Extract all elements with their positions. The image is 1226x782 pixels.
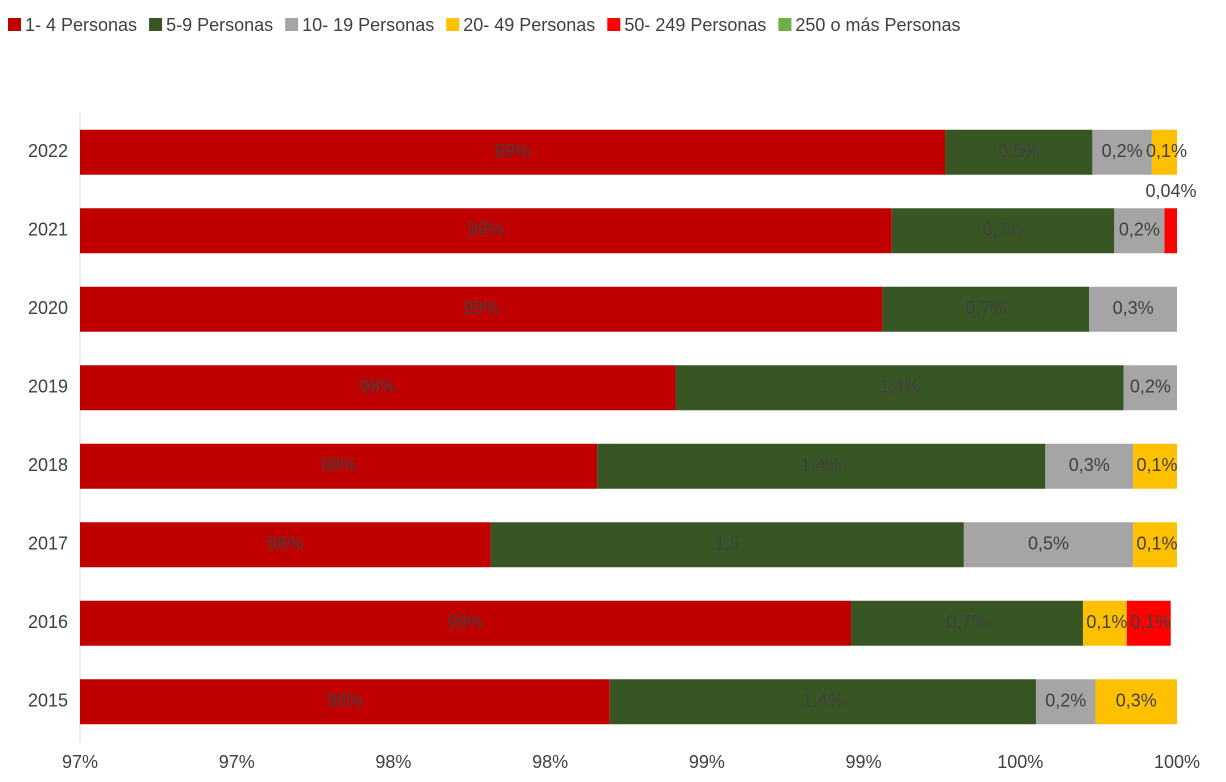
bar-segment: [963, 522, 1134, 568]
bar-segment: [80, 600, 852, 646]
legend-swatch: [446, 18, 460, 31]
data-label: 1,4%: [879, 377, 920, 397]
legend-swatch: [285, 18, 299, 31]
legend-label: 1- 4 Personas: [25, 15, 137, 35]
x-tick-label: 97%: [62, 752, 98, 772]
data-label: 0,3%: [1116, 691, 1157, 711]
bar-segment: [80, 286, 883, 332]
bar-segment: [851, 600, 1083, 646]
data-label: 0,7%: [946, 612, 987, 632]
data-label: 0,1%: [1146, 141, 1187, 161]
x-tick-label: 99%: [689, 752, 725, 772]
data-label: 0,2%: [1119, 220, 1160, 240]
data-label: 0,1%: [1137, 534, 1178, 554]
bar-segment: [1082, 600, 1127, 646]
y-tick-label: 2021: [28, 220, 68, 240]
x-tick-label: 100%: [1154, 752, 1200, 772]
legend-swatch: [778, 18, 792, 31]
legend-label: 50- 249 Personas: [624, 15, 766, 35]
legend-label: 5-9 Personas: [166, 15, 273, 35]
bar-segment: [1164, 208, 1177, 254]
bar-segment: [1045, 443, 1134, 489]
bar-segment: [1133, 522, 1177, 568]
data-label: 98%: [267, 534, 303, 554]
data-label: 0,04%: [1145, 181, 1196, 201]
bar-segment: [1123, 365, 1177, 411]
bar-segment: [1133, 443, 1177, 489]
legend-label: 250 o más Personas: [795, 15, 960, 35]
bar-segment: [1095, 679, 1177, 725]
y-tick-label: 2015: [28, 691, 68, 711]
data-label: 99%: [468, 220, 504, 240]
bar-segment: [1151, 129, 1177, 175]
y-tick-label: 2019: [28, 377, 68, 397]
legend-swatch: [607, 18, 621, 31]
y-tick-label: 2017: [28, 534, 68, 554]
data-label: 98%: [327, 691, 363, 711]
bar-segment: [882, 286, 1090, 332]
x-tick-label: 98%: [375, 752, 411, 772]
data-label: 99%: [463, 298, 499, 318]
data-label: 0,3%: [1113, 298, 1154, 318]
bar-segment: [80, 679, 610, 725]
bar-segment: [80, 522, 491, 568]
bar-segment: [891, 208, 1115, 254]
legend-label: 20- 49 Personas: [463, 15, 595, 35]
bar-segment: [80, 443, 598, 489]
data-label: 0,1%: [1086, 612, 1127, 632]
legend-swatch: [149, 18, 163, 31]
y-tick-label: 2016: [28, 612, 68, 632]
data-label: 0,2%: [1130, 377, 1171, 397]
bar-segment: [1092, 129, 1152, 175]
data-label: 0,1%: [1137, 455, 1178, 475]
bar-segment: [80, 129, 946, 175]
bar-segment: [80, 208, 892, 254]
data-label: 99%: [448, 612, 484, 632]
bar-segment: [597, 443, 1046, 489]
data-label: 0,5%: [1028, 534, 1069, 554]
legend-swatch: [8, 18, 21, 31]
data-label: 1,4%: [801, 455, 842, 475]
y-tick-label: 2020: [28, 298, 68, 318]
bar-segment: [1126, 600, 1171, 646]
bar-segment: [1089, 286, 1177, 332]
bar-segment: [1114, 208, 1165, 254]
data-label: 98%: [360, 377, 396, 397]
x-tick-label: 100%: [997, 752, 1043, 772]
data-label: 0,2%: [1102, 141, 1143, 161]
x-tick-label: 99%: [846, 752, 882, 772]
x-tick-label: 97%: [219, 752, 255, 772]
bar-segment: [1035, 679, 1096, 725]
y-tick-label: 2022: [28, 141, 68, 161]
bar-segment: [609, 679, 1036, 725]
data-label: 0,2%: [1045, 691, 1086, 711]
data-label: 0,7%: [983, 220, 1024, 240]
x-tick-label: 98%: [532, 752, 568, 772]
data-label: 0,1%: [1130, 612, 1171, 632]
y-tick-label: 2018: [28, 455, 68, 475]
data-label: 99%: [495, 141, 531, 161]
bar-segment: [490, 522, 964, 568]
bar-segment: [675, 365, 1124, 411]
data-label: 1,4%: [802, 691, 843, 711]
bar-segment: [945, 129, 1093, 175]
data-label: 0,3%: [1069, 455, 1110, 475]
data-label: 1,5: [715, 534, 740, 554]
data-label: 98%: [321, 455, 357, 475]
legend-label: 10- 19 Personas: [302, 15, 434, 35]
bar-segment: [80, 365, 676, 411]
data-label: 0,5%: [998, 141, 1039, 161]
data-label: 0,7%: [965, 298, 1006, 318]
